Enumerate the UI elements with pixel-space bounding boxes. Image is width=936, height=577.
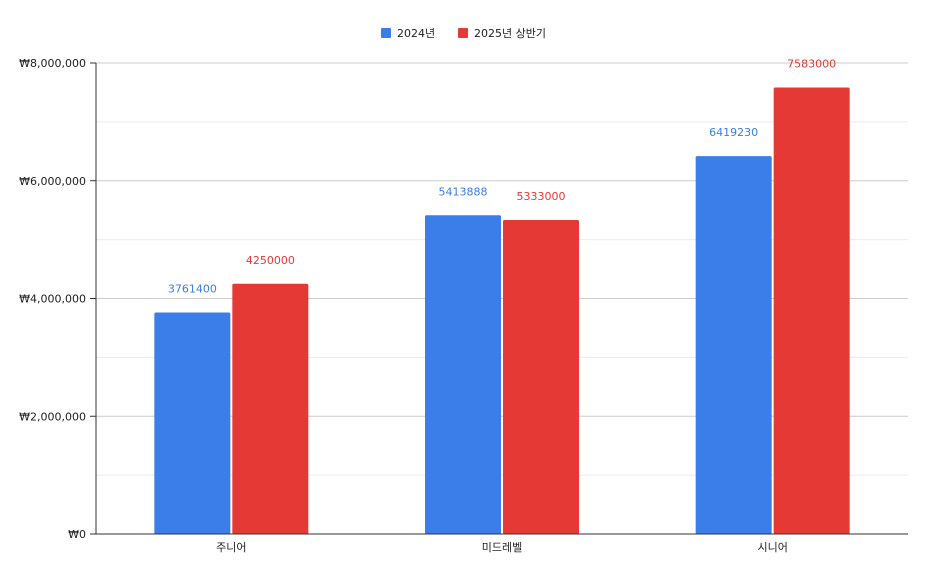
legend-label: 2024년	[397, 27, 435, 40]
gridlines	[96, 62, 908, 476]
legend-label: 2025년 상반기	[474, 27, 546, 40]
legend-swatch	[458, 28, 468, 38]
bar	[232, 283, 309, 534]
legend: 2024년 2025년 상반기	[381, 27, 546, 40]
bar	[154, 312, 231, 534]
data-label: 4250000	[246, 254, 295, 267]
y-tick-label: ₩8,000,000	[19, 57, 86, 70]
x-tick-label: 주니어	[216, 541, 246, 554]
bar	[695, 156, 772, 534]
bar	[773, 87, 850, 534]
y-tick-label: ₩6,000,000	[19, 175, 86, 188]
y-tick-label: ₩0	[68, 528, 86, 541]
x-tick-label: 시니어	[757, 541, 787, 554]
y-tick-label: ₩4,000,000	[19, 293, 86, 306]
data-label: 5333000	[517, 190, 566, 203]
data-label: 6419230	[709, 126, 758, 139]
data-label: 7583000	[787, 58, 836, 71]
x-tick-label: 미드레벨	[482, 541, 522, 554]
bars: 3761400 4250000 5413888 5333000 6419230 75830…	[154, 58, 850, 535]
data-label: 3761400	[168, 283, 217, 296]
y-axis: ₩0 ₩2,000,000 ₩4,000,000 ₩6,000,000 ₩8,000,0…	[19, 57, 97, 541]
data-label: 5413888	[439, 185, 488, 198]
x-axis: 주니어 미드레벨 시니어	[96, 533, 908, 554]
legend-swatch	[381, 28, 391, 38]
bar	[503, 220, 579, 534]
y-tick-label: ₩2,000,000	[19, 410, 86, 423]
bar	[425, 215, 501, 535]
